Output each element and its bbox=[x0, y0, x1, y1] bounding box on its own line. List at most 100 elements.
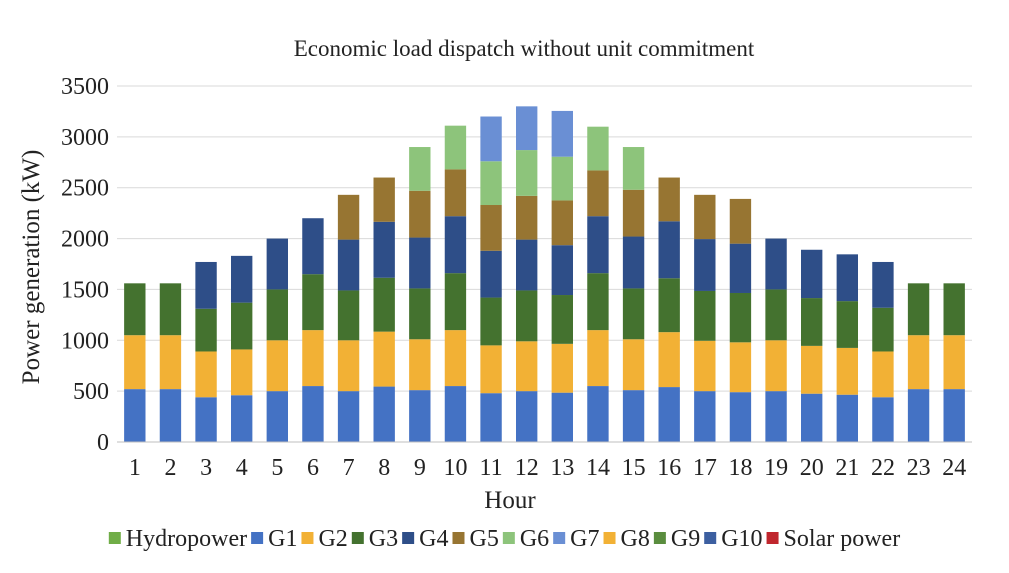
bar-segment-g1-hour-16 bbox=[658, 387, 680, 442]
y-axis-ticks: 0 500 1000 1500 2000 2500 3000 3500 bbox=[61, 74, 109, 456]
bar-segment-g4-hour-10 bbox=[444, 216, 467, 274]
bar-segment-g1-hour-3 bbox=[195, 397, 217, 442]
bar-segment-g1-hour-14 bbox=[587, 386, 609, 442]
x-tick-label: 20 bbox=[800, 455, 824, 481]
bar-segment-g4-hour-16 bbox=[658, 221, 680, 279]
legend-label: Hydropower bbox=[126, 526, 247, 552]
bar-segment-g4-hour-11 bbox=[480, 250, 502, 298]
bar-segment-g2-hour-5 bbox=[266, 340, 288, 392]
bar-segment-g1-hour-8 bbox=[373, 386, 395, 442]
bar-segment-g1-hour-17 bbox=[694, 391, 716, 442]
bar-segment-g4-hour-4 bbox=[231, 255, 253, 303]
legend-item: G7 bbox=[553, 526, 600, 552]
bar-segment-g3-hour-4 bbox=[231, 302, 253, 350]
legend-swatch bbox=[704, 532, 717, 544]
x-tick-label: 23 bbox=[907, 455, 931, 481]
bar-segment-g3-hour-23 bbox=[907, 283, 930, 336]
bar-segment-g5-hour-17 bbox=[694, 194, 716, 240]
bar-segment-g3-hour-21 bbox=[836, 301, 858, 348]
legend-label: G4 bbox=[419, 526, 448, 552]
bar-segment-g3-hour-5 bbox=[266, 289, 288, 341]
x-tick-label: 13 bbox=[550, 455, 574, 481]
bar-segment-g1-hour-2 bbox=[159, 389, 182, 442]
bar-segment-g4-hour-8 bbox=[373, 221, 395, 278]
legend-label: G1 bbox=[268, 526, 297, 552]
y-tick-label: 1000 bbox=[61, 328, 109, 354]
x-tick-label: 17 bbox=[693, 455, 717, 481]
x-tick-label: 6 bbox=[307, 455, 319, 481]
bar-segment-g6-hour-11 bbox=[480, 161, 502, 206]
y-tick-label: 2500 bbox=[61, 176, 109, 202]
bar-segment-g5-hour-12 bbox=[516, 195, 538, 240]
legend-swatch bbox=[251, 532, 264, 544]
x-tick-label: 3 bbox=[200, 455, 212, 481]
x-tick-label: 1 bbox=[129, 455, 141, 481]
y-tick-label: 1500 bbox=[61, 277, 109, 303]
bar-segment-g2-hour-2 bbox=[159, 335, 182, 390]
legend-item: G4 bbox=[402, 526, 448, 552]
bar-segment-g1-hour-22 bbox=[872, 397, 894, 442]
x-tick-label: 24 bbox=[942, 455, 966, 481]
bar-segment-g2-hour-9 bbox=[409, 339, 431, 391]
bar-segment-g3-hour-19 bbox=[765, 289, 787, 341]
legend-label: G3 bbox=[369, 526, 398, 552]
legend-swatch bbox=[553, 532, 566, 544]
bar-segment-g4-hour-17 bbox=[694, 239, 716, 291]
legend-label: G9 bbox=[671, 526, 700, 552]
bar-segment-g3-hour-7 bbox=[337, 290, 360, 341]
bar-segment-g1-hour-6 bbox=[302, 386, 324, 442]
x-tick-label: 2 bbox=[164, 455, 176, 481]
legend-swatch bbox=[351, 532, 364, 544]
bar-segment-g2-hour-10 bbox=[444, 330, 467, 387]
bar-segment-g3-hour-17 bbox=[694, 290, 716, 341]
legend-label: G6 bbox=[520, 526, 549, 552]
bar-segment-g2-hour-24 bbox=[943, 335, 965, 390]
bars bbox=[124, 106, 965, 442]
bar-segment-g2-hour-7 bbox=[337, 340, 360, 392]
bar-segment-g1-hour-20 bbox=[801, 393, 823, 442]
bar-segment-g4-hour-7 bbox=[337, 239, 360, 291]
bar-segment-g3-hour-18 bbox=[729, 292, 752, 343]
legend-item: Hydropower bbox=[108, 526, 247, 552]
legend-label: G2 bbox=[318, 526, 347, 552]
bar-segment-g1-hour-9 bbox=[409, 390, 431, 442]
bar-segment-g2-hour-17 bbox=[694, 340, 716, 392]
bar-segment-g4-hour-14 bbox=[587, 216, 609, 274]
legend-item: Solar power bbox=[766, 526, 900, 552]
y-tick-label: 3500 bbox=[61, 74, 109, 100]
bar-segment-g3-hour-6 bbox=[302, 274, 324, 331]
bar-segment-g1-hour-15 bbox=[622, 390, 645, 442]
bar-segment-g6-hour-14 bbox=[587, 126, 609, 171]
bar-segment-g4-hour-13 bbox=[551, 245, 573, 296]
x-axis-label: Hour bbox=[484, 487, 536, 514]
y-axis-label: Power generation (kW) bbox=[18, 150, 45, 385]
x-tick-label: 12 bbox=[515, 455, 539, 481]
bar-segment-g2-hour-21 bbox=[836, 347, 858, 395]
bar-segment-g3-hour-10 bbox=[444, 273, 467, 331]
bar-segment-g7-hour-11 bbox=[480, 116, 502, 162]
legend-swatch bbox=[402, 532, 415, 544]
bar-segment-g2-hour-6 bbox=[302, 330, 324, 387]
bar-segment-g3-hour-24 bbox=[943, 283, 965, 336]
legend-label: G5 bbox=[469, 526, 498, 552]
bar-segment-g1-hour-10 bbox=[444, 386, 467, 442]
bar-segment-g5-hour-11 bbox=[480, 205, 502, 251]
x-tick-label: 21 bbox=[835, 455, 859, 481]
legend-item: G9 bbox=[653, 526, 700, 552]
x-tick-label: 7 bbox=[343, 455, 355, 481]
x-tick-label: 5 bbox=[271, 455, 283, 481]
bar-segment-g4-hour-19 bbox=[765, 238, 787, 290]
bar-segment-g2-hour-20 bbox=[801, 345, 823, 394]
legend-swatch bbox=[301, 532, 314, 544]
legend-item: G1 bbox=[251, 526, 297, 552]
x-tick-label: 16 bbox=[657, 455, 681, 481]
bar-segment-g7-hour-13 bbox=[551, 110, 573, 157]
bar-segment-g5-hour-15 bbox=[622, 189, 645, 237]
x-tick-label: 22 bbox=[871, 455, 895, 481]
bar-segment-g2-hour-12 bbox=[516, 341, 538, 392]
legend-swatch bbox=[603, 532, 616, 544]
bar-segment-g6-hour-12 bbox=[516, 150, 538, 196]
bar-segment-g6-hour-10 bbox=[444, 125, 467, 170]
bar-segment-g2-hour-1 bbox=[124, 335, 146, 390]
